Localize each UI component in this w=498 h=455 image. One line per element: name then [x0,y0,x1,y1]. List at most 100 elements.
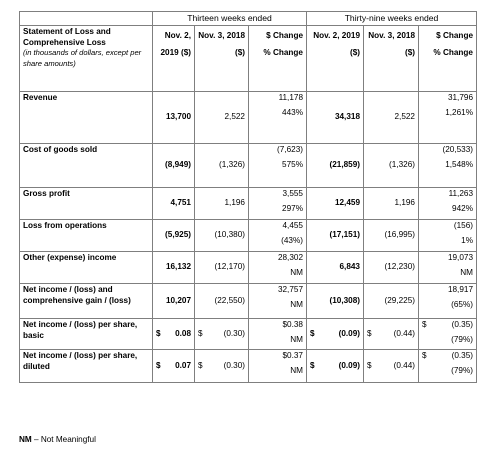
statement-title-line2: Comprehensive Loss [23,37,106,47]
row-label: Loss from operations [19,219,153,252]
cell-change: $0.38 NM [248,318,307,350]
change-percent: NM [460,267,473,277]
change-amount: $0.37 [282,351,304,360]
change-percent: NM [290,267,303,277]
change-percent: 1,548% [445,159,473,169]
cell-change: $ (0.35) (79%) [418,349,477,383]
cell-p13: $ (0.30) [194,349,249,383]
cell-c39: $ (0.09) [306,349,364,383]
change-amount: 19,073 [447,253,473,262]
blank-corner [19,11,153,26]
cell-c39: (17,151) [306,219,364,252]
change-amount: $ (0.35) [422,351,473,360]
change-percent: (65%) [451,299,473,309]
change-percent: (43%) [281,235,303,245]
change-amount: (7,623) [277,145,303,154]
col-header-39w-change: $ Change% Change [418,25,477,92]
change-percent: 443% [282,107,303,117]
cell-c39: (10,308) [306,283,364,319]
cell-c13: (8,949) [152,143,195,188]
change-amount: (20,533) [442,145,474,154]
cell-c13: 16,132 [152,251,195,284]
currency-symbol: $ [310,328,315,338]
currency-symbol: $ [198,328,203,338]
row-label: Net income / (loss) and comprehensive ga… [19,283,153,319]
cell-c13: 13,700 [152,91,195,144]
cell-p13: $ (0.30) [194,318,249,350]
change-percent: 942% [452,203,473,213]
table-row: Net income / (loss) and comprehensive ga… [19,283,477,319]
cell-change: (20,533) 1,548% [418,143,477,188]
row-label: Net income / (loss) per share, diluted [19,349,153,383]
change-percent: 1,261% [445,107,473,117]
cell-p39: (1,326) [363,143,419,188]
group-header-row: Thirteen weeks ended Thirty-nine weeks e… [19,11,477,26]
col-header-13w-2019: Nov. 2, 2019 ($) [152,25,195,92]
change-percent: (79%) [451,334,473,344]
change-amount: 11,178 [278,93,303,102]
cell-change: 19,073 NM [418,251,477,284]
table-row: Other (expense) income 16,132 (12,170) 28,3… [19,251,477,284]
table-row: Cost of goods sold (8,949) (1,326) (7,623) 5… [19,143,477,188]
cell-p13: (22,550) [194,283,249,319]
column-header-row: Statement of Loss and Comprehensive Loss… [19,25,477,92]
cell-value: 0.08 [175,328,191,338]
cell-change: $0.37 NM [248,349,307,383]
cell-p13: (12,170) [194,251,249,284]
cell-change: (156) 1% [418,219,477,252]
cell-change: 28,302 NM [248,251,307,284]
currency-symbol: $ [422,351,427,360]
table-row: Loss from operations (5,925) (10,380) 4,455… [19,219,477,252]
cell-change: 18,917 (65%) [418,283,477,319]
col-header-13w-change: $ Change% Change [248,25,307,92]
change-percent: NM [290,365,303,375]
cell-p13: 1,196 [194,187,249,220]
table-row: Gross profit 4,751 1,196 3,555 297% 12,459 1,1… [19,187,477,220]
group-header-39w: Thirty-nine weeks ended [306,11,477,26]
cell-p39: (16,995) [363,219,419,252]
cell-p39: (29,225) [363,283,419,319]
cell-p39: $ (0.44) [363,318,419,350]
change-percent: NM [290,299,303,309]
footnote-term: NM [19,435,32,444]
cell-change: 3,555 297% [248,187,307,220]
cell-change: (7,623) 575% [248,143,307,188]
currency-symbol: $ [422,320,427,329]
cell-value: (0.30) [223,360,245,370]
cell-c13: 10,207 [152,283,195,319]
col-header-39w-2019: Nov. 2, 2019 ($) [306,25,364,92]
cell-c39: (21,859) [306,143,364,188]
cell-change: 32,757 NM [248,283,307,319]
cell-c39: 34,318 [306,91,364,144]
cell-p13: (1,326) [194,143,249,188]
footnote-text: Not Meaningful [40,435,96,444]
cell-change: 11,263 942% [418,187,477,220]
cell-p39: 2,522 [363,91,419,144]
row-label: Other (expense) income [19,251,153,284]
change-percent: NM [290,334,303,344]
cell-c13: $0.08 [152,318,195,350]
cell-change: 31,796 1,261% [418,91,477,144]
cell-value: (0.09) [338,328,360,338]
change-amount: 18,917 [447,285,473,294]
statement-title-line1: Statement of Loss and [23,27,111,36]
currency-symbol: $ [156,360,161,370]
cell-change: 4,455 (43%) [248,219,307,252]
footnote-dash: – [31,435,41,444]
cell-value: 0.07 [175,360,191,370]
col-header-13w-2018: Nov. 3, 2018 ($) [194,25,249,92]
row-label: Cost of goods sold [19,143,153,188]
change-amount: 32,757 [277,285,303,294]
cell-change: 11,178 443% [248,91,307,144]
cell-p13: 2,522 [194,91,249,144]
change-amount: $ (0.35) [422,320,473,329]
cell-value: (0.30) [223,328,245,338]
col-header-39w-2018: Nov. 3, 2018 ($) [363,25,419,92]
change-amount: 31,796 [447,93,473,102]
cell-c39: 6,843 [306,251,364,284]
cell-p39: 1,196 [363,187,419,220]
change-percent: 297% [282,203,303,213]
footnote: NM – Not Meaningful [19,435,96,444]
change-amount: (156) [453,221,473,230]
cell-c13: $0.07 [152,349,195,383]
